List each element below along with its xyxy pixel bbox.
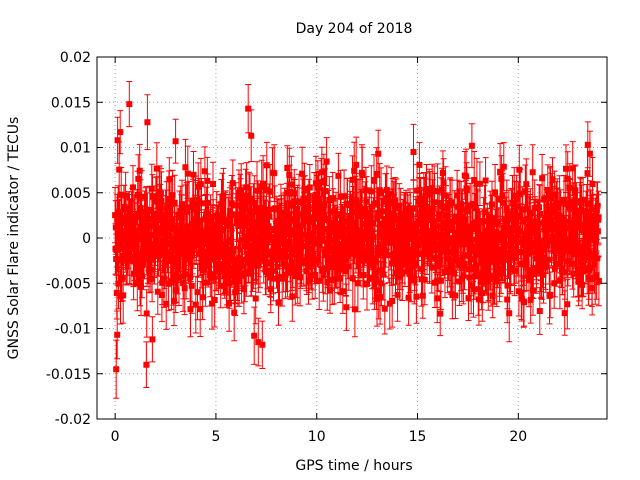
y-tick-label: 0.005	[51, 186, 91, 202]
axis-ticks: -0.02 -0.015 -0.01 -0.005 0 0.005 0.01 0.015 0.0…	[46, 50, 607, 445]
x-tick-label: 0	[111, 429, 120, 445]
y-tick-label: 0.01	[60, 141, 91, 157]
y-axis-title: GNSS Solar Flare indicator / TECUs	[6, 117, 22, 360]
x-tick-label: 5	[211, 429, 220, 445]
y-tick-label: 0.02	[60, 50, 91, 66]
y-tick-label: 0	[82, 231, 91, 247]
chart-title: Day 204 of 2018	[296, 21, 413, 37]
y-tick-label: -0.005	[46, 276, 91, 292]
data-points	[112, 81, 602, 399]
x-tick-label: 15	[409, 429, 427, 445]
y-tick-label: -0.015	[46, 367, 91, 383]
y-tick-label: -0.01	[55, 322, 91, 338]
x-tick-label: 20	[509, 429, 527, 445]
x-tick-label: 10	[308, 429, 326, 445]
x-axis-title: GPS time / hours	[295, 458, 412, 474]
y-tick-label: -0.02	[55, 412, 91, 428]
data-markers	[112, 101, 602, 373]
y-tick-label: 0.015	[51, 95, 91, 111]
